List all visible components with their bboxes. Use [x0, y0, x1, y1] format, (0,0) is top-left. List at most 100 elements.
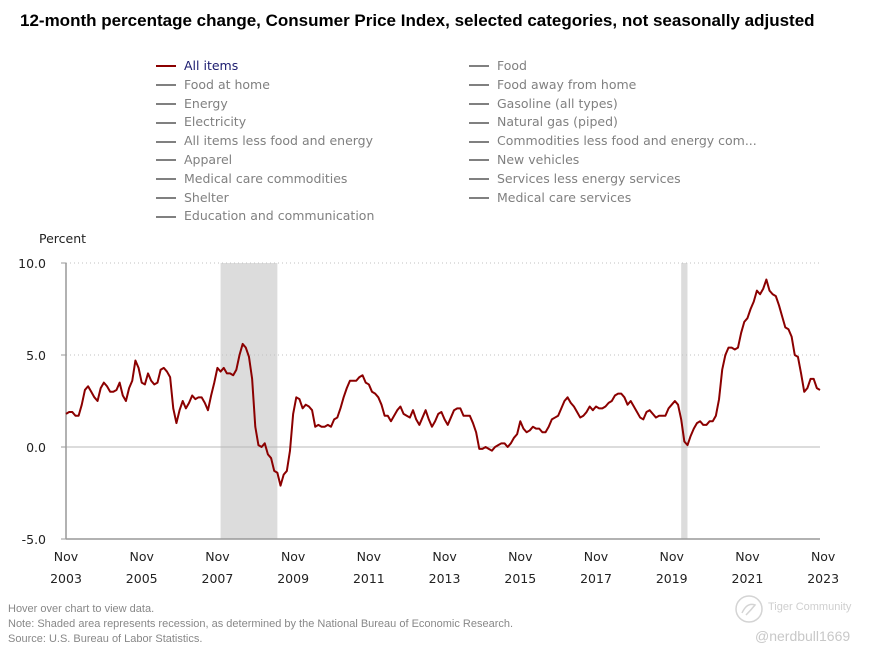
legend-item[interactable]: Apparel [156, 151, 374, 170]
data-point [123, 398, 129, 404]
legend-item[interactable]: Services less energy services [469, 170, 757, 189]
data-point [713, 413, 719, 419]
legend-label: Medical care commodities [184, 170, 348, 186]
data-point [287, 448, 293, 454]
data-point [95, 398, 101, 404]
data-point [243, 345, 249, 351]
x-tick-month: Nov [357, 549, 382, 564]
data-point [136, 365, 142, 371]
recession-note: Note: Shaded area represents recession, … [8, 618, 514, 630]
legend-item[interactable]: Food at home [156, 76, 374, 95]
data-point [640, 416, 646, 422]
data-point [508, 440, 514, 446]
data-point [804, 385, 810, 391]
y-tick-label: 10.0 [18, 256, 46, 271]
data-point [154, 380, 160, 386]
legend-line-icon [469, 140, 489, 143]
x-tick-month: Nov [660, 549, 685, 564]
data-point [467, 413, 473, 419]
x-tick-month: Nov [584, 549, 609, 564]
data-point [180, 398, 186, 404]
y-tick-label: 5.0 [26, 348, 46, 363]
data-point [177, 407, 183, 413]
y-tick-label: -5.0 [22, 532, 46, 547]
data-point [688, 433, 694, 439]
legend-label: Food away from home [497, 76, 637, 92]
legend-item[interactable]: All items [156, 57, 374, 76]
data-point [296, 396, 302, 402]
legend-label: Energy [184, 95, 228, 111]
data-point [419, 415, 425, 421]
gridlines-layer [66, 262, 820, 448]
legend-item[interactable]: Electricity [156, 113, 374, 132]
data-point [760, 286, 766, 292]
data-point [442, 416, 448, 422]
watermark-handle: @nerdbull1669 [755, 628, 851, 644]
data-point [164, 369, 170, 375]
data-point [268, 455, 274, 461]
data-point [423, 407, 429, 413]
data-point [763, 277, 769, 283]
data-point [397, 404, 403, 410]
data-point [341, 394, 347, 400]
legend-item[interactable]: New vehicles [469, 151, 757, 170]
legend-item[interactable]: Food [469, 57, 757, 76]
data-point [751, 299, 757, 305]
data-point [237, 352, 243, 358]
data-point [246, 354, 252, 360]
legend-label: Food [497, 58, 527, 73]
legend-label: Commodities less food and energy com... [497, 133, 757, 149]
legend-item[interactable]: Energy [156, 95, 374, 114]
legend-item[interactable]: All items less food and energy [156, 132, 374, 151]
legend-line-icon [469, 84, 489, 87]
legend-item[interactable]: Medical care services [469, 189, 757, 208]
data-point [555, 413, 561, 419]
x-tick-month: Nov [811, 549, 836, 564]
data-point [413, 416, 419, 422]
data-point [514, 431, 520, 437]
legend-line-icon [156, 140, 176, 143]
data-point [205, 407, 211, 413]
tiger-logo-icon [734, 594, 764, 624]
data-point [129, 378, 135, 384]
data-point [391, 413, 397, 419]
data-point [438, 409, 444, 415]
legend-item[interactable]: Gasoline (all types) [469, 95, 757, 114]
legend-label: Food at home [184, 76, 270, 92]
data-point [719, 367, 725, 373]
chart-plot[interactable]: 10.0 5.0 0.0 -5.0 Nov 2003 Nov 2005 Nov 2007 Nov 20… [0, 0, 875, 600]
data-point [621, 394, 627, 400]
x-tick-year: 2023 [807, 571, 839, 586]
data-point [609, 398, 615, 404]
data-point [167, 374, 173, 380]
legend-item[interactable]: Natural gas (piped) [469, 113, 757, 132]
legend-label: Education and communication [184, 208, 375, 224]
legend-label: Natural gas (piped) [497, 114, 618, 130]
legend-left-column: All items Food at home Energy Electricity Al… [156, 57, 374, 226]
recession-band [681, 263, 688, 539]
legend-line-icon [156, 215, 176, 218]
data-point [120, 392, 126, 398]
data-point [546, 424, 552, 430]
data-point [684, 442, 690, 448]
data-point [262, 440, 268, 446]
legend-label: New vehicles [497, 151, 580, 167]
legend-item[interactable]: Shelter [156, 189, 374, 208]
data-point [773, 293, 779, 299]
data-point [811, 376, 817, 382]
data-point [584, 409, 590, 415]
data-point [789, 334, 795, 340]
legend-item[interactable]: Commodities less food and energy com... [469, 132, 757, 151]
legend-item[interactable]: Food away from home [469, 76, 757, 95]
data-point [634, 409, 640, 415]
data-point [722, 352, 728, 358]
legend-item[interactable]: Education and communication [156, 207, 374, 226]
data-point [785, 326, 791, 332]
data-point [170, 405, 176, 411]
x-tick-year: 2007 [202, 571, 234, 586]
legend-item[interactable]: Medical care commodities [156, 170, 374, 189]
data-point [426, 416, 432, 422]
legend-line-icon [156, 102, 176, 105]
legend-label: All items less food and energy [184, 133, 374, 149]
data-point [79, 402, 85, 408]
